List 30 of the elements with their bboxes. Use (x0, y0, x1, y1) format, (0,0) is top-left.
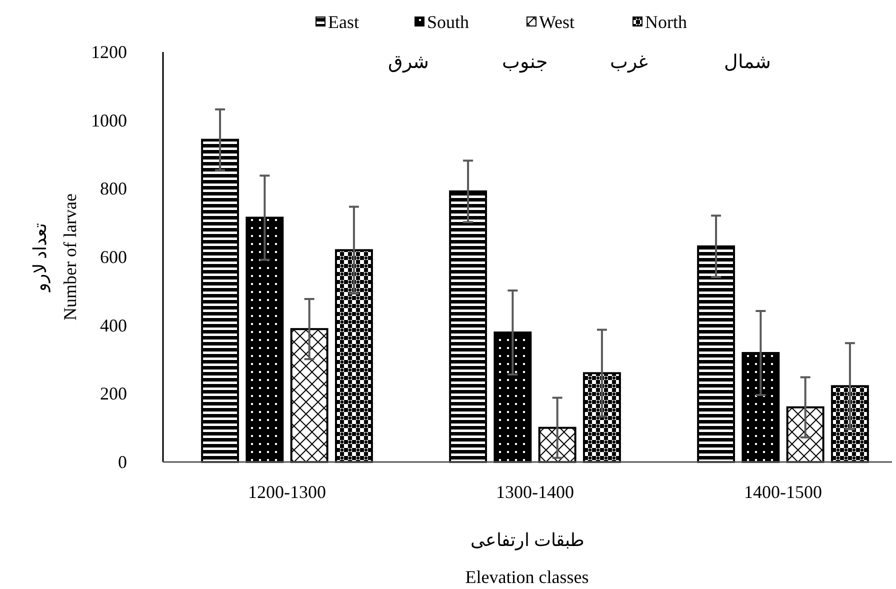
bar (246, 216, 284, 463)
legend-label: South (427, 12, 470, 32)
annotation: شمال (724, 52, 771, 73)
bar (449, 190, 488, 463)
y-tick-label: 0 (118, 452, 127, 472)
bar (290, 328, 328, 463)
x-tick-label: 1300-1400 (496, 482, 574, 502)
bar (538, 426, 576, 463)
x-tick-label: 1200-1300 (248, 482, 326, 502)
bar (494, 332, 532, 463)
bar (201, 138, 240, 463)
annotation: جنوب (502, 52, 548, 73)
bar (697, 245, 736, 463)
y-tick-label: 400 (100, 315, 127, 336)
y-tick-label: 800 (100, 178, 127, 199)
y-tick-label: 200 (100, 384, 127, 404)
bar (830, 385, 869, 463)
x-tick-label: 1400-1500 (744, 482, 822, 502)
bar (582, 372, 621, 463)
bar (742, 352, 780, 463)
bar (334, 249, 373, 463)
legend-label: East (328, 12, 359, 32)
y-tick-label: 600 (100, 247, 127, 267)
bar (786, 406, 824, 463)
legend-label: West (539, 12, 575, 32)
annotation: شرق (388, 52, 429, 73)
annotation: غرب (610, 52, 648, 73)
y-tick-label: 1000 (91, 110, 127, 130)
legend-label: North (645, 12, 687, 32)
y-tick-label: 1200 (91, 42, 127, 62)
